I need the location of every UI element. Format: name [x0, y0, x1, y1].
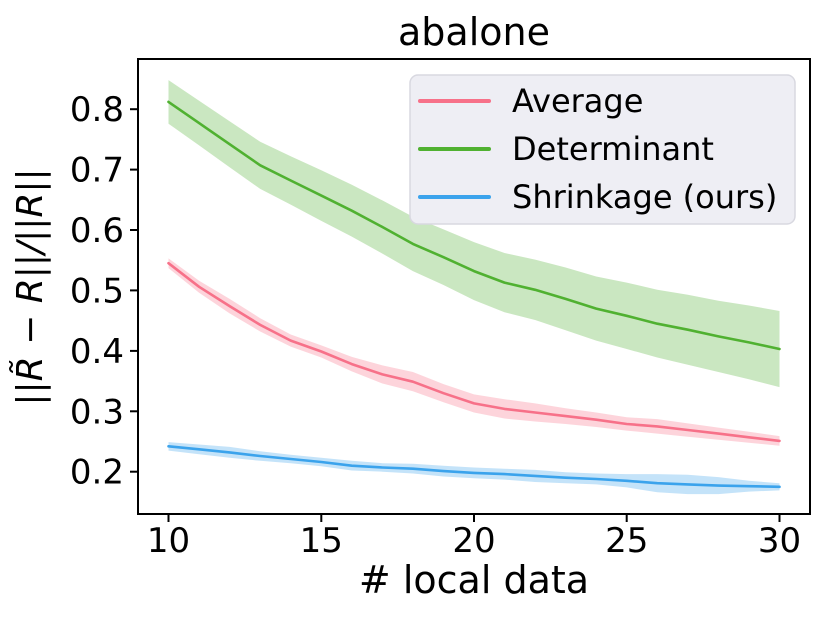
y-tick-label: 0.5: [70, 271, 124, 311]
x-tick-label: 10: [147, 521, 190, 561]
legend-item-shrinkage: Shrinkage (ours): [418, 178, 777, 216]
line-determinant: [167, 100, 781, 351]
y-tick-label: 0.6: [70, 211, 124, 251]
y-tick-label: 0.3: [70, 392, 124, 432]
legend-item-determinant: Determinant: [418, 130, 714, 168]
band-determinant: [168, 80, 780, 388]
legend-item-average: Average: [418, 82, 643, 120]
x-tick-label: 30: [758, 521, 801, 561]
band-shrinkage-ours: [168, 442, 780, 495]
band-average: [168, 258, 780, 446]
y-tick-label: 0.2: [70, 453, 124, 493]
y-axis-ticks: 0.2 0.3 0.4 0.5 0.6 0.7 0.8: [70, 90, 138, 493]
line-shrinkage-ours: [167, 444, 781, 489]
y-tick-label: 0.7: [70, 151, 124, 191]
legend-label-average: Average: [512, 82, 643, 120]
legend-label-shrinkage: Shrinkage (ours): [512, 178, 777, 216]
x-tick-label: 25: [605, 521, 648, 561]
y-tick-label: 0.4: [70, 332, 124, 372]
legend-label-determinant: Determinant: [512, 130, 714, 168]
line-average: [167, 261, 781, 443]
series-lines: [167, 100, 781, 489]
x-tick-label: 15: [300, 521, 343, 561]
y-axis-label: ||R̃ − R||/||R||: [9, 168, 51, 405]
legend-box: [409, 74, 796, 225]
x-tick-label: 20: [452, 521, 495, 561]
y-tick-label: 0.8: [70, 90, 124, 130]
x-axis-ticks: 10 15 20 25 30: [147, 514, 801, 561]
chart-title: abalone: [398, 10, 550, 54]
legend: Average Determinant Shrinkage (ours): [409, 74, 796, 225]
x-axis-label: # local data: [359, 558, 589, 602]
